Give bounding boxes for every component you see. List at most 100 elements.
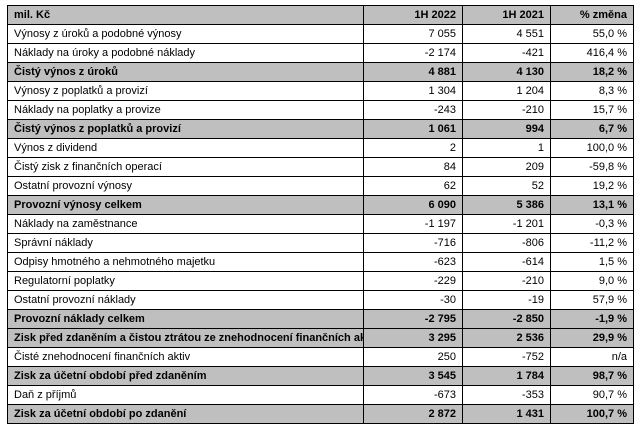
subtotal-row: Čistý výnos z úroků 4 881 4 130 18,2 %: [7, 62, 634, 82]
row-label: Čistý výnos z poplatků a provizí: [7, 119, 364, 139]
subtotal-row: Provozní výnosy celkem 6 090 5 386 13,1 %: [7, 195, 634, 215]
row-label: Správní náklady: [7, 233, 364, 253]
subtotal-row: Zisk před zdaněním a čistou ztrátou ze z…: [7, 328, 634, 348]
table-header-row: mil. Kč 1H 2022 1H 2021 % změna: [7, 5, 634, 25]
value-1h-2021: -614: [462, 252, 551, 272]
value-1h-2021: -1 201: [462, 214, 551, 234]
value-1h-2021: 4 130: [462, 62, 551, 82]
value-1h-2021: 5 386: [462, 195, 551, 215]
table-row: Ostatní provozní náklady -30 -19 57,9 %: [7, 290, 634, 310]
subtotal-row: Zisk za účetní období před zdaněním 3 545…: [7, 366, 634, 386]
value-percent-change: 18,2 %: [550, 62, 634, 82]
row-label: Zisk před zdaněním a čistou ztrátou ze z…: [7, 328, 364, 348]
table-row: Výnosy z poplatků a provizí 1 304 1 204 8,3…: [7, 81, 634, 101]
value-1h-2022: 4 881: [363, 62, 463, 82]
row-label: Čistý zisk z finančních operací: [7, 157, 364, 177]
row-label: Provozní výnosy celkem: [7, 195, 364, 215]
column-header-percent-change: % změna: [550, 5, 634, 25]
value-1h-2021: 209: [462, 157, 551, 177]
value-1h-2021: -19: [462, 290, 551, 310]
table-row: Čisté znehodnocení finančních aktiv 250 -7…: [7, 347, 634, 367]
row-label: Čisté znehodnocení finančních aktiv: [7, 347, 364, 367]
subtotal-row: Čistý výnos z poplatků a provizí 1 061 994…: [7, 119, 634, 139]
value-percent-change: 29,9 %: [550, 328, 634, 348]
value-1h-2022: -2 795: [363, 309, 463, 329]
value-percent-change: 98,7 %: [550, 366, 634, 386]
value-1h-2022: -30: [363, 290, 463, 310]
value-1h-2021: -210: [462, 271, 551, 291]
value-1h-2022: 3 295: [363, 328, 463, 348]
table-row: Správní náklady -716 -806 -11,2 %: [7, 233, 634, 253]
row-label: Zisk za účetní období po zdanění: [7, 404, 364, 424]
table-row: Daň z příjmů -673 -353 90,7 %: [7, 385, 634, 405]
row-label: Regulatorní poplatky: [7, 271, 364, 291]
value-percent-change: 15,7 %: [550, 100, 634, 120]
table-row: Regulatorní poplatky -229 -210 9,0 %: [7, 271, 634, 291]
table-row: Náklady na zaměstnance -1 197 -1 201 -0,3 %: [7, 214, 634, 234]
table-row: Čistý zisk z finančních operací 84 209 -59,…: [7, 157, 634, 177]
table-row: Ostatní provozní výnosy 62 52 19,2 %: [7, 176, 634, 196]
table-row: Odpisy hmotného a nehmotného majetku -623…: [7, 252, 634, 272]
value-1h-2021: 1: [462, 138, 551, 158]
value-percent-change: 1,5 %: [550, 252, 634, 272]
row-label: Odpisy hmotného a nehmotného majetku: [7, 252, 364, 272]
value-1h-2022: -716: [363, 233, 463, 253]
row-label: Zisk za účetní období před zdaněním: [7, 366, 364, 386]
value-1h-2022: 1 061: [363, 119, 463, 139]
value-1h-2022: 2 872: [363, 404, 463, 424]
value-1h-2021: -210: [462, 100, 551, 120]
value-1h-2022: -1 197: [363, 214, 463, 234]
value-percent-change: 13,1 %: [550, 195, 634, 215]
subtotal-row: Provozní náklady celkem -2 795 -2 850 -1,9 …: [7, 309, 634, 329]
subtotal-row: Zisk za účetní období po zdanění 2 872 1 4…: [7, 404, 634, 424]
value-1h-2021: 994: [462, 119, 551, 139]
value-1h-2022: 6 090: [363, 195, 463, 215]
row-label: Provozní náklady celkem: [7, 309, 364, 329]
row-label: Daň z příjmů: [7, 385, 364, 405]
value-1h-2021: -421: [462, 43, 551, 63]
table-body: Výnosy z úroků a podobné výnosy 7 055 4 55…: [7, 24, 634, 424]
value-percent-change: -59,8 %: [550, 157, 634, 177]
value-percent-change: 6,7 %: [550, 119, 634, 139]
value-1h-2022: -2 174: [363, 43, 463, 63]
value-1h-2022: 250: [363, 347, 463, 367]
value-1h-2021: -752: [462, 347, 551, 367]
value-percent-change: 416,4 %: [550, 43, 634, 63]
value-percent-change: -1,9 %: [550, 309, 634, 329]
table-row: Náklady na úroky a podobné náklady -2 174…: [7, 43, 634, 63]
value-percent-change: 55,0 %: [550, 24, 634, 44]
value-percent-change: 100,0 %: [550, 138, 634, 158]
value-percent-change: 9,0 %: [550, 271, 634, 291]
value-1h-2022: -229: [363, 271, 463, 291]
row-label: Náklady na poplatky a provize: [7, 100, 364, 120]
value-1h-2021: -353: [462, 385, 551, 405]
column-header-1h-2022: 1H 2022: [363, 5, 463, 25]
value-1h-2021: 1 431: [462, 404, 551, 424]
value-1h-2022: 1 304: [363, 81, 463, 101]
value-percent-change: 57,9 %: [550, 290, 634, 310]
value-1h-2021: -2 850: [462, 309, 551, 329]
row-label: Náklady na úroky a podobné náklady: [7, 43, 364, 63]
table-row: Náklady na poplatky a provize -243 -210 15,…: [7, 100, 634, 120]
value-1h-2022: -623: [363, 252, 463, 272]
column-header-unit: mil. Kč: [7, 5, 364, 25]
value-percent-change: 90,7 %: [550, 385, 634, 405]
row-label: Výnos z dividend: [7, 138, 364, 158]
value-percent-change: 19,2 %: [550, 176, 634, 196]
value-1h-2021: -806: [462, 233, 551, 253]
value-1h-2021: 1 784: [462, 366, 551, 386]
row-label: Ostatní provozní výnosy: [7, 176, 364, 196]
row-label: Výnosy z poplatků a provizí: [7, 81, 364, 101]
table-row: Výnosy z úroků a podobné výnosy 7 055 4 55…: [7, 24, 634, 44]
value-percent-change: 8,3 %: [550, 81, 634, 101]
row-label: Náklady na zaměstnance: [7, 214, 364, 234]
value-1h-2021: 52: [462, 176, 551, 196]
value-1h-2022: -243: [363, 100, 463, 120]
value-1h-2021: 4 551: [462, 24, 551, 44]
value-1h-2022: -673: [363, 385, 463, 405]
value-1h-2022: 2: [363, 138, 463, 158]
value-percent-change: -0,3 %: [550, 214, 634, 234]
value-1h-2022: 7 055: [363, 24, 463, 44]
value-1h-2021: 2 536: [462, 328, 551, 348]
